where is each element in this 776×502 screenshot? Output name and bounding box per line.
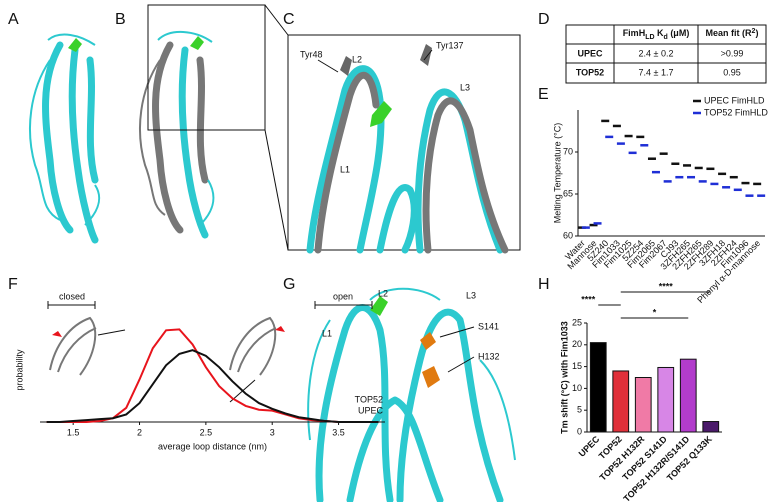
panel-label: B xyxy=(115,11,126,28)
protein-c xyxy=(287,34,521,254)
bar xyxy=(657,366,675,433)
panel-label: D xyxy=(538,11,550,28)
image-label: L3 xyxy=(466,290,476,300)
bar xyxy=(612,370,630,433)
header-part: (μM) xyxy=(668,28,690,38)
protein-b xyxy=(139,4,289,251)
annotation: closed xyxy=(59,291,85,301)
table-cell: >0.99 xyxy=(721,48,744,58)
image-label: Tyr48 xyxy=(300,49,323,59)
bar xyxy=(589,342,607,433)
header-part: LD xyxy=(645,34,654,41)
y-tick-label: 15 xyxy=(572,361,582,371)
image-label: L2 xyxy=(352,54,362,64)
y-tick-label: 65 xyxy=(563,188,573,198)
y-tick-label: 0 xyxy=(577,426,582,436)
image-label: L1 xyxy=(322,328,332,338)
panel-label: C xyxy=(283,11,295,28)
header-part: d xyxy=(664,34,668,41)
panel-label: E xyxy=(538,86,549,103)
panel-label: H xyxy=(538,276,550,293)
x-axis-label: average loop distance (nm) xyxy=(158,441,267,451)
header-part: K xyxy=(655,28,665,38)
panel-label: A xyxy=(8,11,19,28)
header-part: ) xyxy=(755,28,758,38)
line-series xyxy=(46,349,379,423)
legend-label: UPEC FimHLD xyxy=(704,95,765,105)
protein-a xyxy=(29,33,101,244)
image-label: S141 xyxy=(478,321,499,331)
y-axis-label: Tm shift (°C) with Fim1033 xyxy=(559,321,569,434)
x-tick-label: 3.5 xyxy=(332,427,345,437)
y-tick-label: 5 xyxy=(577,405,582,415)
y-tick-label: 60 xyxy=(563,230,573,240)
annotation: open xyxy=(333,291,353,301)
x-tick-label: 2.5 xyxy=(200,427,213,437)
y-tick-label: 70 xyxy=(563,146,573,156)
y-axis-label: probability xyxy=(14,349,24,391)
significance-label: **** xyxy=(659,281,674,291)
table-cell: 0.95 xyxy=(723,67,741,77)
y-tick-label: 20 xyxy=(572,339,582,349)
header-part: FimH xyxy=(623,28,646,38)
protein-g xyxy=(307,287,516,502)
panel-label: F xyxy=(8,276,18,293)
bar xyxy=(634,377,652,433)
image-label: H132 xyxy=(478,351,500,361)
y-tick-label: 25 xyxy=(572,317,582,327)
y-tick-label: 10 xyxy=(572,383,582,393)
x-tick-label: 2 xyxy=(137,427,142,437)
legend-label: TOP52 FimHLD xyxy=(704,107,768,117)
table-header: Mean fit (R2) xyxy=(706,28,759,39)
table-grid xyxy=(565,24,767,84)
image-label: L1 xyxy=(340,164,350,174)
bar xyxy=(702,421,720,433)
image-label: L3 xyxy=(460,82,470,92)
legend-label: UPEC xyxy=(358,405,384,415)
image-label: L2 xyxy=(378,288,388,298)
inset-protein xyxy=(47,301,373,403)
table-cell: UPEC xyxy=(577,48,603,58)
header-part: Mean fit (R xyxy=(706,28,752,38)
legend-label: TOP52 xyxy=(355,394,383,404)
image-label: Tyr137 xyxy=(436,40,464,50)
table-header: FimHLD Kd (μM) xyxy=(623,28,690,40)
table-cell: 2.4 ± 0.2 xyxy=(639,48,674,58)
x-tick-label: 1.5 xyxy=(67,427,80,437)
panel-label: G xyxy=(283,276,295,293)
y-axis-label: Melting Temperature (°C) xyxy=(552,123,562,223)
header-part: 2 xyxy=(752,28,756,35)
x-tick-label: 3 xyxy=(270,427,275,437)
table-cell: TOP52 xyxy=(576,67,604,77)
significance-label: * xyxy=(653,307,657,317)
bar xyxy=(679,358,697,433)
significance-label: **** xyxy=(581,294,596,304)
table-cell: 7.4 ± 1.7 xyxy=(639,67,674,77)
